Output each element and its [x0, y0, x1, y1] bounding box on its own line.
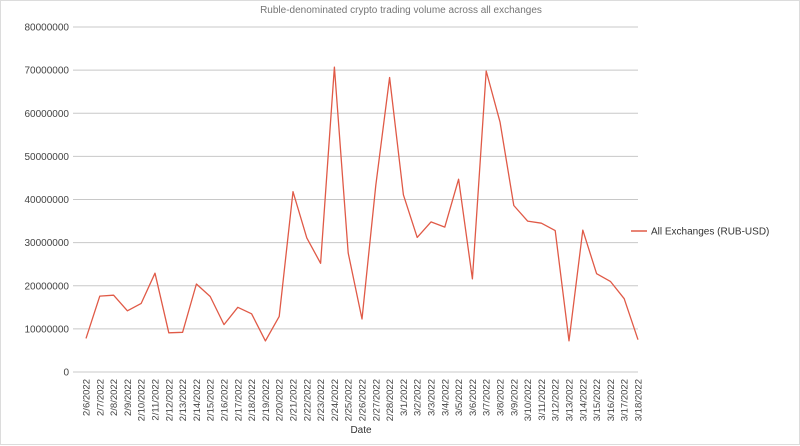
x-tick-label: 3/14/2022: [578, 379, 589, 421]
x-tick-label: 2/21/2022: [289, 379, 300, 421]
x-tick-label: 2/17/2022: [233, 379, 244, 421]
x-tick-label: 3/18/2022: [634, 379, 645, 421]
x-tick-label: 2/11/2022: [151, 379, 162, 421]
x-tick-label: 2/14/2022: [192, 379, 203, 421]
x-tick-label: 3/11/2022: [537, 379, 548, 421]
y-tick-label: 70000000: [25, 66, 70, 77]
x-tick-label: 2/22/2022: [302, 379, 313, 421]
x-tick-label: 3/17/2022: [620, 379, 631, 421]
x-tick-label: 2/26/2022: [358, 379, 369, 421]
y-tick-label: 50000000: [25, 152, 70, 163]
x-tick-label: 2/9/2022: [123, 379, 134, 416]
x-tick-label: 3/6/2022: [468, 379, 479, 416]
y-tick-label: 10000000: [25, 324, 70, 335]
x-axis-label: Date: [350, 425, 372, 436]
x-tick-label: 2/10/2022: [137, 379, 148, 421]
x-tick-label: 2/12/2022: [164, 379, 175, 421]
legend: All Exchanges (RUB-USD): [631, 227, 769, 238]
x-tick-label: 3/15/2022: [592, 379, 603, 421]
series-layer: [85, 66, 639, 342]
x-tick-label: 2/25/2022: [344, 379, 355, 421]
y-tick-label: 20000000: [25, 281, 70, 292]
x-tick-label: 3/3/2022: [427, 379, 438, 416]
legend-label: All Exchanges (RUB-USD): [651, 227, 769, 238]
y-tick-label: 0: [63, 368, 69, 379]
x-axis-ticks: 2/6/2022 2/7/2022 2/8/2022 2/9/2022 2/10/202…: [82, 379, 645, 421]
gridlines: [73, 26, 638, 373]
y-tick-label: 60000000: [25, 109, 70, 120]
x-tick-label: 3/12/2022: [551, 379, 562, 421]
series-line: [85, 66, 639, 342]
y-tick-label: 40000000: [25, 195, 70, 206]
x-tick-label: 3/13/2022: [565, 379, 576, 421]
x-tick-label: 2/19/2022: [261, 379, 272, 421]
x-tick-label: 2/28/2022: [385, 379, 396, 421]
x-tick-label: 2/23/2022: [316, 379, 327, 421]
x-tick-label: 2/18/2022: [247, 379, 258, 421]
x-tick-label: 3/2/2022: [413, 379, 424, 416]
x-tick-label: 2/16/2022: [220, 379, 231, 421]
x-tick-label: 2/7/2022: [95, 379, 106, 416]
chart-title: Ruble-denominated crypto trading volume …: [260, 5, 542, 16]
x-tick-label: 2/13/2022: [178, 379, 189, 421]
x-tick-label: 3/8/2022: [496, 379, 507, 416]
x-tick-label: 3/16/2022: [606, 379, 617, 421]
x-tick-label: 3/10/2022: [523, 379, 534, 421]
x-tick-label: 2/6/2022: [82, 379, 93, 416]
x-tick-label: 3/9/2022: [509, 379, 520, 416]
x-tick-label: 2/27/2022: [371, 379, 382, 421]
x-tick-label: 2/15/2022: [206, 379, 217, 421]
x-tick-label: 2/20/2022: [275, 379, 286, 421]
x-tick-label: 3/4/2022: [440, 379, 451, 416]
y-tick-label: 30000000: [25, 238, 70, 249]
x-tick-label: 3/5/2022: [454, 379, 465, 416]
y-tick-label: 80000000: [25, 23, 70, 34]
x-tick-label: 3/7/2022: [482, 379, 493, 416]
y-axis-ticks: 0 10000000 20000000 30000000 40000000 5000000…: [25, 23, 70, 379]
x-tick-label: 2/24/2022: [330, 379, 341, 421]
x-tick-label: 3/1/2022: [399, 379, 410, 416]
x-tick-label: 2/8/2022: [109, 379, 120, 416]
